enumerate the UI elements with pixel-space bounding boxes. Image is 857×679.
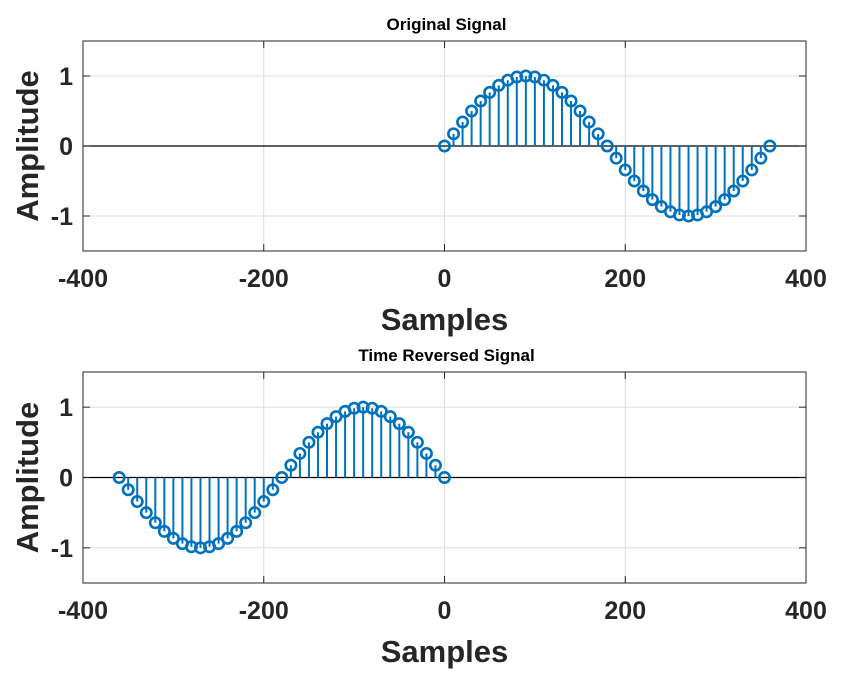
stem-marker xyxy=(293,446,307,460)
chart-title: Original Signal xyxy=(387,15,507,34)
x-tick-label: -200 xyxy=(239,265,289,293)
y-tick-label: -1 xyxy=(51,535,73,563)
stem-marker xyxy=(636,184,650,198)
y-axis-label: Amplitude xyxy=(10,70,45,222)
stem-marker xyxy=(437,470,451,484)
stem-marker xyxy=(645,193,659,207)
stem-marker xyxy=(139,506,153,520)
stem-marker xyxy=(591,127,605,141)
y-axis-label: Amplitude xyxy=(10,402,45,554)
stem-marker xyxy=(564,94,578,108)
stem-marker xyxy=(248,506,262,520)
chart-title: Time Reversed Signal xyxy=(358,346,534,365)
stem-marker xyxy=(456,115,470,129)
stem-marker xyxy=(763,139,777,153)
stem-marker xyxy=(609,151,623,165)
x-tick-label: -400 xyxy=(58,265,108,293)
stem-marker xyxy=(736,174,750,188)
stem-marker xyxy=(383,410,397,424)
y-tick-label: 1 xyxy=(59,63,73,91)
stem-marker xyxy=(437,139,451,153)
stem-marker xyxy=(130,495,144,509)
stem-marker xyxy=(428,458,442,472)
subplot-1: -400 -200 0 200 400 -1 0 1 Original Signal Sample… xyxy=(10,15,827,337)
stem-marker xyxy=(239,516,253,530)
y-tick-label: -1 xyxy=(51,203,73,231)
x-tick-label: 0 xyxy=(438,265,452,293)
stem-marker xyxy=(311,425,325,439)
stem-marker xyxy=(573,104,587,118)
stem-marker xyxy=(618,163,632,177)
stem-marker xyxy=(112,470,126,484)
x-tick-label: 0 xyxy=(438,597,452,625)
stem-marker xyxy=(555,85,569,99)
stem-marker xyxy=(284,458,298,472)
stem-marker xyxy=(410,435,424,449)
stem-marker xyxy=(401,425,415,439)
stem-marker xyxy=(447,127,461,141)
stem-marker xyxy=(148,516,162,530)
stem-marker xyxy=(221,531,235,545)
x-tick-label: -200 xyxy=(239,597,289,625)
stem-marker xyxy=(257,495,271,509)
stem-marker xyxy=(392,417,406,431)
stem-marker xyxy=(121,483,135,497)
stem-marker xyxy=(754,151,768,165)
x-tick-label: 200 xyxy=(604,265,646,293)
y-tick-label: 0 xyxy=(59,465,73,493)
stem-marker xyxy=(320,417,334,431)
stem-marker xyxy=(718,193,732,207)
x-tick-label: 200 xyxy=(604,597,646,625)
series-1 xyxy=(112,400,451,555)
stem-marker xyxy=(600,139,614,153)
stem-marker xyxy=(546,78,560,92)
stem-marker xyxy=(275,470,289,484)
stem-marker xyxy=(483,85,497,99)
x-tick-label: -400 xyxy=(58,597,108,625)
y-tick-label: 0 xyxy=(59,133,73,161)
stem-marker xyxy=(266,483,280,497)
x-tick-label: 400 xyxy=(785,265,827,293)
stem-marker xyxy=(419,446,433,460)
stem-marker xyxy=(582,115,596,129)
y-tick-label: 1 xyxy=(59,394,73,422)
stem-marker xyxy=(465,104,479,118)
x-axis-label: Samples xyxy=(381,302,509,337)
stem-marker xyxy=(727,184,741,198)
stem-marker xyxy=(230,524,244,538)
stem-marker xyxy=(157,524,171,538)
stem-marker xyxy=(745,163,759,177)
x-axis-label: Samples xyxy=(381,634,509,669)
x-tick-label: 400 xyxy=(785,597,827,625)
stem-marker xyxy=(709,200,723,214)
series-1 xyxy=(437,69,777,223)
stem-marker xyxy=(474,94,488,108)
subplot-2: -400 -200 0 200 400 -1 0 1 Time Reversed Signal S… xyxy=(10,346,827,669)
stem-marker xyxy=(302,435,316,449)
stem-marker xyxy=(627,174,641,188)
